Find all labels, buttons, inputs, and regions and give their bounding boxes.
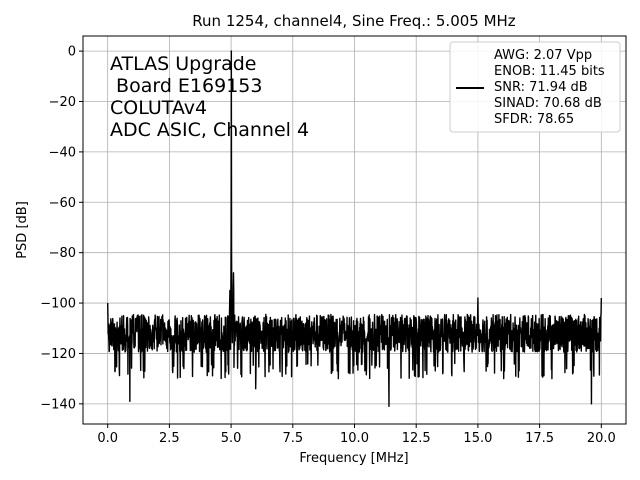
annotation-line-2: Board E169153 [110, 75, 262, 97]
x-axis-label: Frequency [MHz] [299, 451, 408, 466]
y-tick-label: −100 [40, 297, 76, 312]
legend-entry-snr: SNR: 71.94 dB [494, 80, 588, 95]
x-tick-label: 2.5 [159, 431, 180, 446]
annotation-line-4: ADC ASIC, Channel 4 [110, 119, 309, 141]
legend-entry-awg: AWG: 2.07 Vpp [494, 48, 592, 63]
y-tick-label: −120 [40, 347, 76, 362]
y-axis-label: PSD [dB] [15, 201, 30, 259]
series-layer [106, 50, 603, 408]
psd-series-line [106, 50, 603, 408]
chart-title: Run 1254, channel4, Sine Freq.: 5.005 MH… [192, 12, 516, 30]
grid [83, 36, 626, 424]
x-tick-label: 7.5 [282, 431, 303, 446]
y-tick-label: −40 [49, 145, 76, 160]
x-tick-label: 15.0 [463, 431, 492, 446]
x-tick-label: 17.5 [525, 431, 554, 446]
x-tick-label: 5.0 [221, 431, 242, 446]
x-tick-label: 0.0 [97, 431, 118, 446]
legend-box [449, 41, 621, 133]
y-tick-label: −20 [49, 95, 76, 110]
y-tick-label: −80 [49, 246, 76, 261]
y-tick-label: −60 [49, 196, 76, 211]
legend-entry-sinad: SINAD: 70.68 dB [494, 96, 602, 111]
x-tick-label: 10.0 [340, 431, 369, 446]
legend-entry-enob: ENOB: 11.45 bits [494, 64, 605, 79]
annotation-block: ATLAS Upgrade Board E169153 COLUTAv4 ADC… [110, 53, 309, 141]
annotation-line-3: COLUTAv4 [110, 97, 207, 119]
annotation-line-1: ATLAS Upgrade [110, 53, 256, 75]
x-tick-label: 12.5 [402, 431, 431, 446]
x-tick-label: 20.0 [587, 431, 616, 446]
legend: AWG: 2.07 Vpp ENOB: 11.45 bits SNR: 71.9… [449, 41, 621, 133]
y-tick-label: 0 [68, 45, 76, 60]
y-tick-label: −140 [40, 397, 76, 412]
ticks: 0.0 2.5 5.0 7.5 10.0 12.5 15.0 17.5 20.0 0 −20 −40 −… [40, 45, 616, 446]
legend-entry-sfdr: SFDR: 78.65 [494, 112, 574, 127]
